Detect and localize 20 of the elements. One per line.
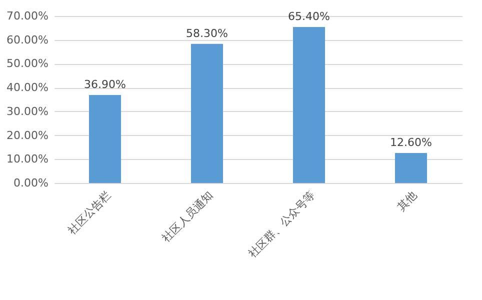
- data-label: 65.40%: [288, 10, 330, 23]
- y-tick-label: 60.00%: [6, 33, 48, 46]
- bar: [89, 94, 121, 183]
- y-tick-label: 20.00%: [6, 128, 48, 142]
- x-tick-label: 社区公告栏: [65, 188, 114, 237]
- y-tick-label: 40.00%: [6, 81, 48, 94]
- data-label: 58.30%: [186, 26, 228, 40]
- x-tick-label: 社区人员通知: [160, 188, 216, 245]
- y-tick-label: 30.00%: [6, 104, 48, 118]
- x-tick-label: 社区群、公众号等: [246, 188, 318, 260]
- bar: [191, 44, 223, 183]
- y-tick-label: 50.00%: [6, 57, 48, 70]
- data-label: 12.60%: [390, 136, 432, 149]
- bar: [293, 26, 325, 183]
- bar: [395, 152, 427, 183]
- x-tick-label: 其他: [394, 188, 420, 214]
- data-label: 36.90%: [84, 78, 126, 91]
- y-tick-label: 0.00%: [14, 176, 48, 190]
- y-tick-label: 10.00%: [6, 152, 48, 166]
- y-tick-label: 70.00%: [6, 10, 48, 22]
